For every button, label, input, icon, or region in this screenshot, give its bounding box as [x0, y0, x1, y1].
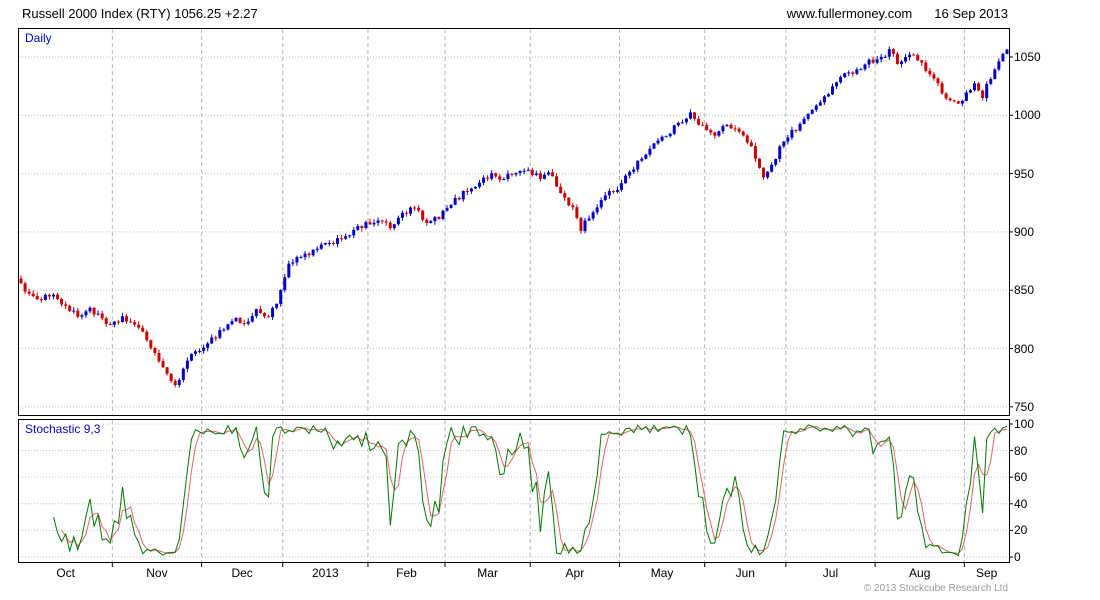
stoch-tick-label: 60 [1014, 470, 1028, 485]
site-link[interactable]: www.fullermoney.com [786, 6, 913, 21]
price-tick-label: 1050 [1014, 49, 1041, 64]
month-label: 2013 [311, 566, 339, 580]
price-tick-label: 900 [1014, 224, 1035, 239]
stoch-tick-label: 20 [1014, 523, 1028, 538]
chart-date: 16 Sep 2013 [934, 6, 1008, 21]
stoch-tick-label: 40 [1014, 496, 1028, 511]
stoch-tick-label: 0 [1014, 550, 1021, 564]
stochastic-chart [19, 420, 1009, 562]
stoch-tick-label: 100 [1014, 417, 1035, 431]
month-label: Oct [56, 566, 75, 580]
stochastic-label: Stochastic 9,3 [23, 422, 103, 436]
copyright: © 2013 Stockcube Research Ltd [863, 583, 1008, 594]
stoch-tick-label: 80 [1014, 443, 1028, 458]
price-tick-label: 1000 [1014, 108, 1041, 123]
price-panel: Daily [18, 28, 1010, 416]
month-label: Apr [565, 566, 585, 580]
month-label: May [650, 566, 674, 580]
month-label: Mar [477, 566, 498, 580]
month-label: Dec [231, 566, 253, 580]
price-tick-label: 800 [1014, 341, 1035, 356]
month-label: Sep [975, 566, 998, 580]
month-label: Feb [396, 566, 417, 580]
price-tick-label: 750 [1014, 399, 1035, 414]
month-label: Jun [735, 566, 755, 580]
chart-header-right: www.fullermoney.com 16 Sep 2013 [787, 6, 1008, 21]
month-label: Jul [822, 566, 839, 580]
candlestick-chart [19, 29, 1009, 415]
instrument-title: Russell 2000 Index (RTY) 1056.25 +2.27 [22, 6, 258, 21]
stochastic-panel: Stochastic 9,3 [18, 419, 1010, 563]
price-tick-label: 850 [1014, 283, 1035, 298]
month-label: Nov [146, 566, 168, 580]
price-tick-label: 950 [1014, 166, 1035, 181]
timeframe-label: Daily [23, 31, 54, 45]
month-label: Aug [909, 566, 931, 580]
